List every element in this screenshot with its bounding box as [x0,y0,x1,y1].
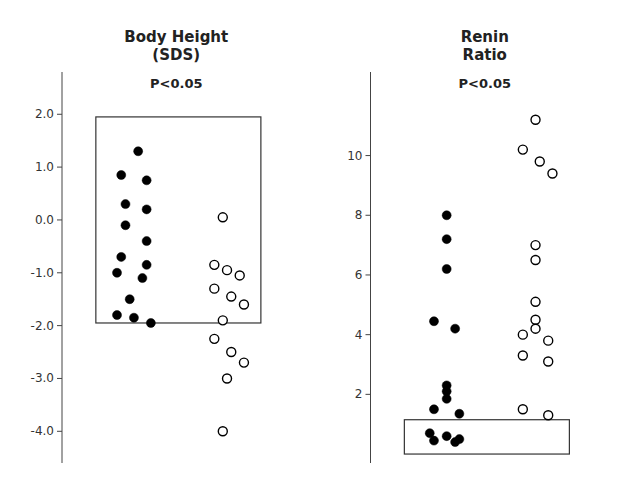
point [142,237,151,246]
point [125,295,134,304]
y-tick-label: 4 [355,328,363,342]
point [544,357,553,366]
point [518,145,527,154]
y-tick-label: 2 [355,387,363,401]
y-axis [62,72,63,463]
point [518,330,527,339]
point [442,432,451,441]
y-tick [366,215,371,216]
point [142,176,151,185]
y-tick [57,167,62,168]
point [455,409,464,418]
point [227,292,236,301]
point [210,334,219,343]
point [113,268,122,277]
y-tick-label: 2.0 [35,107,54,121]
y-tick-label: 8 [355,208,363,222]
point [223,266,232,275]
y-tick [57,378,62,379]
point [518,351,527,360]
plot-area [404,115,569,454]
title: Body Height(SDS) [124,28,228,64]
point [218,213,227,222]
panel: Body Height(SDS) 2.0 1.0 0.0 -1.0 -2.0 -3.0 -4.… [31,28,261,463]
point [531,241,540,250]
y-tick-label: 1.0 [35,160,54,174]
y-tick [57,219,62,220]
y-tick-label: -4.0 [31,424,54,438]
point [442,211,451,220]
annotation: P<0.05 [150,76,203,91]
box [96,117,261,323]
point [451,438,460,447]
y-tick-label: -3.0 [31,371,54,385]
point [227,348,236,357]
point [442,235,451,244]
y-tick-label: -2.0 [31,319,54,333]
y-tick [366,334,371,335]
point [210,284,219,293]
point [138,274,147,283]
annotation: P<0.05 [459,76,512,91]
point [535,157,544,166]
point [548,169,557,178]
point [113,311,122,320]
y-tick [57,114,62,115]
point [518,405,527,414]
y-tick [57,325,62,326]
point [451,324,460,333]
y-tick [57,431,62,432]
box [404,420,569,454]
point [429,405,438,414]
point [117,252,126,261]
point [218,316,227,325]
plot-area [96,117,261,436]
y-tick [366,155,371,156]
point [218,427,227,436]
point [239,358,248,367]
point [223,374,232,383]
y-tick-label: 0.0 [35,213,54,227]
point [429,436,438,445]
point [210,260,219,269]
point [142,260,151,269]
point [531,256,540,265]
point [531,115,540,124]
point [121,221,130,230]
point [544,336,553,345]
point [142,205,151,214]
y-tick [366,394,371,395]
point [235,271,244,280]
figure: Body Height(SDS) 2.0 1.0 0.0 -1.0 -2.0 -3.0 -4.… [0,0,617,483]
title: ReninRatio [461,28,509,64]
y-tick-label: 10 [347,149,362,163]
point [531,324,540,333]
point [442,264,451,273]
panel: ReninRatio 2 4 6 8 10 P<0.05 [347,28,569,463]
y-tick-label: -1.0 [31,266,54,280]
point [531,297,540,306]
point [129,313,138,322]
y-tick-label: 6 [355,268,363,282]
point [531,315,540,324]
point [239,300,248,309]
point [117,171,126,180]
point [544,411,553,420]
point [121,200,130,209]
point [442,394,451,403]
y-tick [57,272,62,273]
point [146,318,155,327]
y-tick [366,274,371,275]
point [134,147,143,156]
y-axis [370,72,371,463]
point [429,317,438,326]
